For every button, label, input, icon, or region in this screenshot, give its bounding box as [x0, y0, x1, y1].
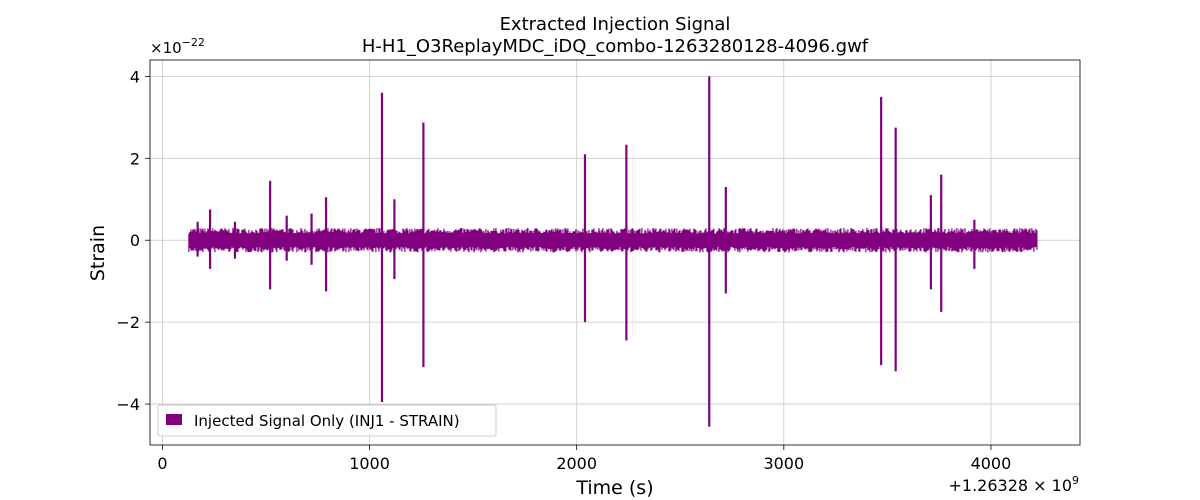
x-tick-label: 3000	[763, 454, 804, 473]
signal-series	[188, 76, 1038, 427]
y-tick-label: 0	[130, 231, 140, 250]
legend-box	[157, 404, 497, 437]
y-axis: −4 −2 0 2 4	[116, 67, 150, 414]
y-scale-multiplier: ×10−22	[150, 36, 205, 57]
x-tick-label: 4000	[971, 454, 1012, 473]
x-offset-label: +1.26328 × 109	[948, 474, 1079, 495]
legend-label: Injected Signal Only (INJ1 - STRAIN)	[194, 412, 460, 430]
y-tick-label: −2	[116, 313, 140, 332]
y-tick-label: −4	[116, 395, 140, 414]
y-tick-label: 2	[130, 149, 140, 168]
x-axis-label: Time (s)	[575, 477, 653, 499]
y-tick-label: 4	[130, 67, 140, 86]
x-tick-label: 2000	[556, 454, 597, 473]
chart-title: Extracted Injection Signal	[500, 14, 731, 35]
plot-frame	[149, 59, 1081, 446]
grid	[150, 60, 1080, 445]
signal-core-band	[188, 234, 1038, 246]
x-tick-label: 1000	[349, 454, 390, 473]
y-axis-label: Strain	[87, 225, 109, 281]
x-axis: 0 1000 2000 3000 4000	[157, 445, 1011, 473]
legend: Injected Signal Only (INJ1 - STRAIN)	[157, 404, 497, 437]
chart-subtitle: H-H1_O3ReplayMDC_iDQ_combo-1263280128-40…	[362, 36, 869, 57]
x-tick-label: 0	[157, 454, 167, 473]
legend-swatch	[166, 414, 182, 425]
